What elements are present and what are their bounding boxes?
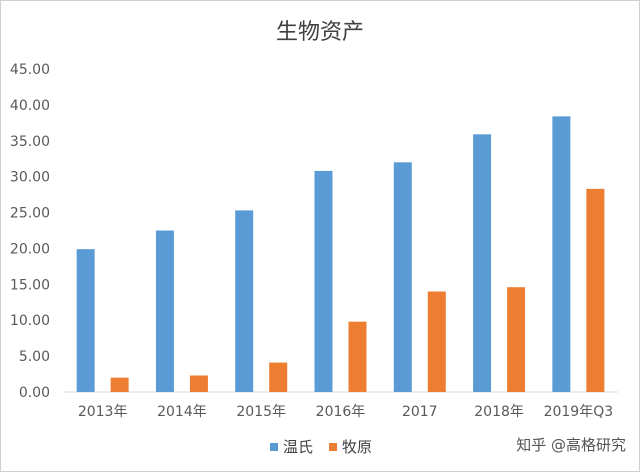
y-tick-label: 35.00: [10, 134, 50, 150]
bar-wens: [76, 249, 95, 392]
legend-swatch-wens: [270, 442, 278, 451]
bar-muyuan: [110, 377, 129, 392]
bar-wens: [552, 116, 571, 392]
bar-wens: [155, 230, 174, 392]
bar-muyuan: [507, 287, 526, 392]
bar-wens: [473, 134, 492, 392]
bar-muyuan: [269, 362, 288, 392]
x-tick-label: 2016年: [316, 404, 366, 420]
x-tick-label: 2018年: [474, 404, 524, 420]
y-tick-label: 30.00: [10, 170, 50, 186]
legend-swatch-muyuan: [329, 442, 338, 451]
legend-item-muyuan: 牧原: [329, 436, 372, 457]
x-tick-label: 2013年: [78, 404, 128, 420]
bar-wens: [314, 170, 333, 392]
chart-legend: 温氏 牧原: [270, 436, 382, 457]
y-tick-label: 10.00: [10, 313, 50, 329]
y-tick-label: 40.00: [10, 98, 50, 114]
y-tick-label: 5.00: [19, 349, 50, 365]
bar-muyuan: [427, 291, 446, 392]
y-tick-label: 45.00: [10, 62, 50, 78]
bar-muyuan: [348, 321, 367, 392]
legend-label-wens: 温氏: [283, 438, 314, 456]
x-tick-label: 2019年Q3: [544, 404, 614, 420]
y-tick-label: 15.00: [10, 277, 50, 293]
bar-wens: [393, 162, 412, 392]
x-tick-label: 2014年: [157, 404, 207, 420]
y-tick-label: 20.00: [10, 241, 50, 257]
legend-label-muyuan: 牧原: [342, 438, 373, 456]
bar-muyuan: [586, 188, 605, 392]
bar-muyuan: [189, 375, 208, 392]
y-tick-label: 0.00: [19, 385, 50, 401]
x-tick-label: 2017: [402, 404, 438, 420]
legend-item-wens: 温氏: [270, 436, 313, 457]
bar-wens: [235, 210, 254, 392]
chart-title: 生物资产: [275, 20, 364, 45]
watermark: 知乎 @高格研究: [516, 436, 626, 454]
x-tick-label: 2015年: [236, 404, 286, 420]
y-tick-label: 25.00: [10, 206, 50, 222]
